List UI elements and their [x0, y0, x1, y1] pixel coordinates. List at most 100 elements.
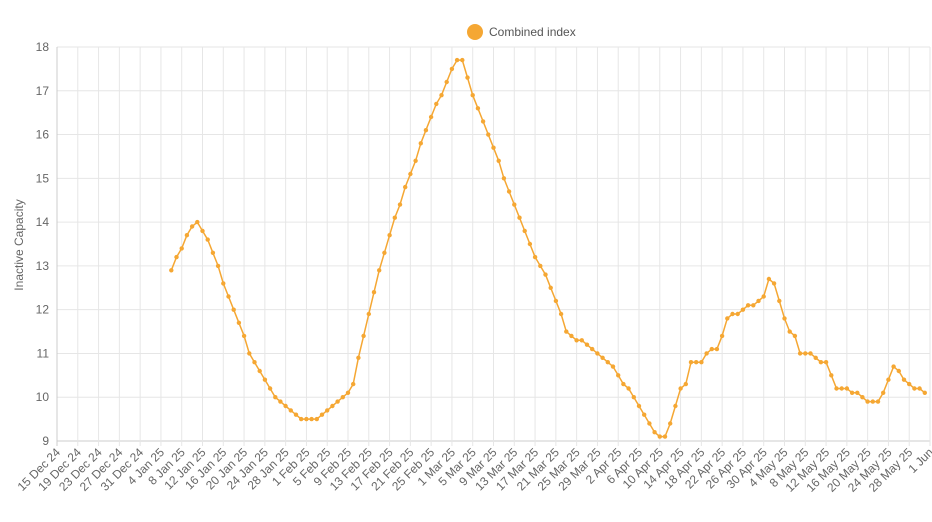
- data-point: [532, 254, 538, 260]
- data-point: [569, 333, 574, 339]
- data-point: [740, 307, 746, 312]
- data-point: [309, 416, 314, 422]
- data-point: [522, 228, 527, 234]
- data-point: [870, 399, 875, 404]
- data-point: [730, 311, 735, 317]
- data-point: [428, 114, 434, 120]
- data-point: [610, 364, 616, 369]
- data-point: [226, 294, 231, 299]
- data-point: [470, 93, 475, 98]
- legend-label-combined-index: Combined index: [489, 25, 576, 39]
- data-point: [371, 290, 377, 295]
- data-point: [751, 303, 756, 308]
- data-point: [377, 268, 382, 273]
- data-point: [855, 390, 860, 395]
- data-point: [387, 233, 392, 238]
- data-point: [579, 338, 584, 343]
- data-point: [668, 421, 673, 426]
- data-point: [719, 333, 725, 339]
- data-point: [808, 351, 813, 356]
- y-tick-label: 11: [37, 346, 50, 360]
- data-point: [896, 368, 901, 374]
- data-point: [439, 93, 444, 98]
- data-point: [558, 311, 564, 317]
- data-point: [366, 311, 371, 317]
- data-point: [797, 351, 803, 356]
- data-point: [325, 408, 330, 413]
- data-point: [678, 386, 683, 391]
- data-point: [434, 101, 439, 107]
- y-tick-label: 12: [36, 303, 50, 317]
- data-point: [735, 311, 740, 317]
- data-point: [626, 386, 631, 391]
- data-point: [745, 303, 751, 308]
- data-point: [818, 360, 824, 365]
- data-point: [917, 386, 922, 391]
- y-tick-label: 14: [36, 215, 50, 229]
- data-point: [777, 298, 782, 304]
- data-point: [330, 403, 335, 409]
- data-point: [699, 360, 704, 365]
- legend-swatch-combined-index: [467, 24, 483, 40]
- data-point: [922, 390, 927, 395]
- data-point: [319, 412, 325, 417]
- data-point: [714, 346, 720, 352]
- y-tick-label: 9: [42, 434, 49, 448]
- data-point: [231, 307, 236, 312]
- data-point: [834, 386, 839, 391]
- data-point: [662, 434, 668, 439]
- data-point: [636, 403, 642, 409]
- data-point: [200, 228, 205, 234]
- data-point: [886, 377, 891, 382]
- y-tick-label: 13: [36, 259, 50, 273]
- data-point: [538, 263, 543, 269]
- data-point: [787, 329, 792, 334]
- data-point: [252, 360, 257, 365]
- data-point: [881, 390, 886, 395]
- data-point: [293, 412, 299, 417]
- y-tick-label: 17: [36, 84, 50, 98]
- data-point: [174, 254, 179, 260]
- data-point: [273, 395, 278, 400]
- data-point: [782, 316, 787, 321]
- data-point: [169, 268, 174, 273]
- data-point: [813, 355, 818, 360]
- data-point: [725, 316, 730, 321]
- data-point: [823, 360, 829, 365]
- data-point: [267, 386, 273, 391]
- data-point: [351, 381, 356, 387]
- data-point: [605, 360, 610, 365]
- data-point: [621, 381, 626, 387]
- data-point: [756, 298, 761, 304]
- data-point: [501, 176, 507, 181]
- data-point: [803, 351, 808, 356]
- data-point: [584, 342, 590, 347]
- legend[interactable]: Combined index: [467, 22, 576, 42]
- data-point: [278, 399, 283, 404]
- data-point: [704, 351, 709, 356]
- data-point: [694, 360, 699, 365]
- data-point: [247, 351, 252, 356]
- data-point: [241, 333, 247, 339]
- data-point: [771, 281, 777, 286]
- data-point: [860, 395, 865, 400]
- data-point: [673, 403, 678, 409]
- data-point: [912, 386, 917, 391]
- data-point: [382, 250, 387, 255]
- data-point: [839, 386, 844, 391]
- data-point: [262, 377, 268, 382]
- y-tick-label: 10: [36, 390, 50, 404]
- data-point: [299, 416, 304, 422]
- data-point: [340, 395, 345, 400]
- data-point: [574, 338, 579, 343]
- data-point: [792, 333, 798, 339]
- data-point: [444, 79, 449, 85]
- data-point: [527, 241, 533, 247]
- data-point: [397, 202, 403, 207]
- series-layer: [169, 57, 927, 439]
- data-point: [907, 381, 912, 387]
- data-point: [564, 329, 569, 334]
- data-point: [335, 399, 340, 404]
- data-point: [205, 237, 210, 242]
